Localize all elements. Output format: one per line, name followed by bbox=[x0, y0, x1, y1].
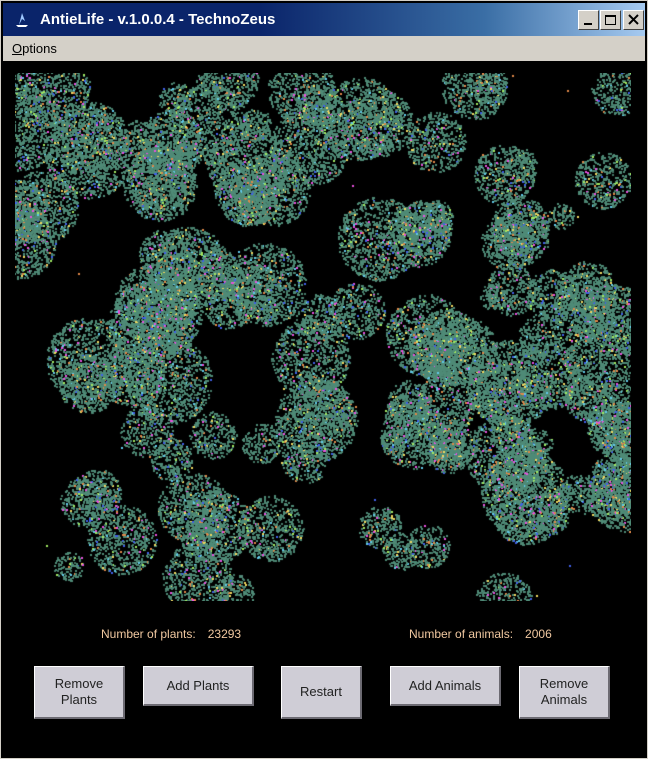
minimize-button[interactable] bbox=[578, 10, 599, 30]
close-icon bbox=[628, 14, 639, 25]
remove-animals-line2: Animals bbox=[540, 692, 588, 707]
minimize-icon bbox=[584, 23, 592, 25]
add-plants-button[interactable]: Add Plants bbox=[143, 666, 254, 706]
menu-bar: Options bbox=[3, 36, 645, 61]
remove-animals-line1: Remove bbox=[539, 676, 589, 691]
app-icon bbox=[13, 11, 31, 29]
plants-count: Number of plants: 23293 bbox=[101, 627, 241, 641]
menu-options[interactable]: Options bbox=[12, 41, 57, 56]
add-animals-button[interactable]: Add Animals bbox=[390, 666, 501, 706]
animals-count-value: 2006 bbox=[525, 627, 552, 641]
remove-plants-button[interactable]: Remove Plants bbox=[34, 666, 125, 719]
plants-count-label: Number of plants: bbox=[101, 627, 196, 641]
animals-count-label: Number of animals: bbox=[409, 627, 514, 641]
restart-label: Restart bbox=[300, 684, 342, 699]
restart-button[interactable]: Restart bbox=[281, 666, 362, 719]
maximize-button[interactable] bbox=[600, 10, 621, 30]
remove-animals-button[interactable]: Remove Animals bbox=[519, 666, 610, 719]
close-button[interactable] bbox=[623, 10, 644, 30]
animals-count: Number of animals: 2006 bbox=[409, 627, 552, 641]
window-title: AntieLife - v.1.0.0.4 - TechnoZeus bbox=[40, 11, 276, 28]
maximize-icon bbox=[605, 15, 616, 25]
plants-count-value: 23293 bbox=[207, 627, 242, 641]
remove-plants-line2: Plants bbox=[60, 692, 98, 707]
title-bar[interactable]: AntieLife - v.1.0.0.4 - TechnoZeus bbox=[3, 3, 645, 36]
add-animals-label: Add Animals bbox=[408, 677, 482, 693]
remove-plants-line1: Remove bbox=[54, 676, 104, 691]
simulation-canvas[interactable] bbox=[15, 73, 631, 601]
add-plants-label: Add Plants bbox=[166, 677, 230, 693]
